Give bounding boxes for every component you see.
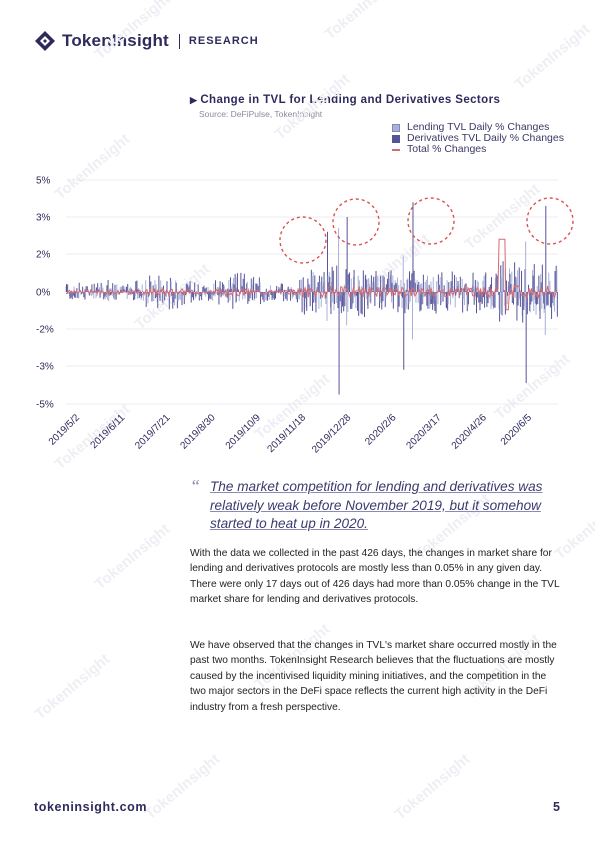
- watermark-text: TokenInsight: [142, 751, 224, 823]
- y-tick-label: 0%: [36, 288, 51, 299]
- x-tick-label: 2020/4/26: [450, 412, 490, 452]
- x-tick-label: 2019/12/28: [310, 412, 353, 455]
- legend-label-lending: Lending TVL Daily % Changes: [407, 121, 550, 133]
- watermark-text: TokenInsight: [492, 351, 574, 423]
- pull-quote-text: The market competition for lending and d…: [210, 479, 543, 531]
- brand-name: TokenInsight: [62, 31, 169, 50]
- legend-item-total: Total % Changes: [392, 144, 564, 155]
- derivatives-swatch-icon: [392, 134, 400, 143]
- highlight-circle: [279, 216, 327, 264]
- watermark-text: TokenInsight: [322, 0, 404, 43]
- section-label: RESEARCH: [188, 35, 259, 47]
- legend-label-derivatives: Derivatives TVL Daily % Changes: [407, 132, 564, 144]
- y-tick-label: -3%: [36, 362, 54, 373]
- y-tick-label: 2%: [36, 250, 51, 261]
- watermark-text: TokenInsight: [92, 521, 174, 593]
- legend-item-derivatives: Derivatives TVL Daily % Changes: [392, 133, 564, 144]
- header-divider: [178, 33, 180, 49]
- watermark-text: TokenInsight: [92, 0, 174, 63]
- y-tick-label: -2%: [36, 325, 54, 336]
- page-header: TokenInsight RESEARCH: [34, 28, 259, 54]
- watermark-text: TokenInsight: [512, 21, 594, 93]
- watermark-text: TokenInsight: [32, 651, 114, 723]
- highlight-circle: [332, 198, 380, 246]
- y-tick-label: -5%: [36, 400, 54, 411]
- total-line-swatch-icon: [392, 148, 400, 151]
- highlight-circle: [526, 197, 574, 245]
- footer-url[interactable]: tokeninsight.com: [34, 800, 148, 814]
- y-tick-label: 3%: [36, 213, 51, 224]
- triangle-icon: ▶: [190, 95, 198, 105]
- watermark-text: TokenInsight: [392, 751, 474, 823]
- highlight-circle: [407, 197, 455, 245]
- body-paragraph-2: We have observed that the changes in TVL…: [190, 640, 557, 713]
- chart-legend: Lending TVL Daily % Changes Derivatives …: [392, 122, 564, 155]
- x-tick-label: 2020/2/6: [363, 412, 399, 448]
- chart-title: ▶ Change in TVL for Lending and Derivativ…: [190, 94, 500, 106]
- watermark-text: TokenInsight: [52, 131, 134, 203]
- chart-source: Source: DeFiPulse, TokenInsight: [199, 109, 323, 119]
- legend-label-total: Total % Changes: [407, 143, 487, 155]
- total-changes-line: [65, 238, 558, 311]
- quote-mark: “: [190, 476, 201, 496]
- chart-highlight-circles: [279, 197, 574, 264]
- y-tick-label: 5%: [36, 176, 51, 187]
- lending-swatch-icon: [392, 123, 400, 132]
- tokeninsight-logo-icon: [35, 31, 55, 51]
- chart-title-text: Change in TVL for Lending and Derivative…: [200, 94, 501, 106]
- watermark-text: TokenInsight: [272, 71, 354, 143]
- legend-item-lending: Lending TVL Daily % Changes: [392, 122, 564, 133]
- chart-y-ticks: 5% 3% 2% 0% -2% -3% -5%: [36, 176, 54, 411]
- body-paragraph-1: With the data we collected in the past 4…: [190, 548, 560, 606]
- x-tick-label: 2019/8/30: [178, 412, 218, 452]
- chart-total-line: [65, 238, 558, 311]
- x-tick-label: 2020/3/17: [404, 412, 444, 452]
- x-tick-label: 2019/7/21: [133, 412, 173, 452]
- page-number: 5: [553, 800, 560, 814]
